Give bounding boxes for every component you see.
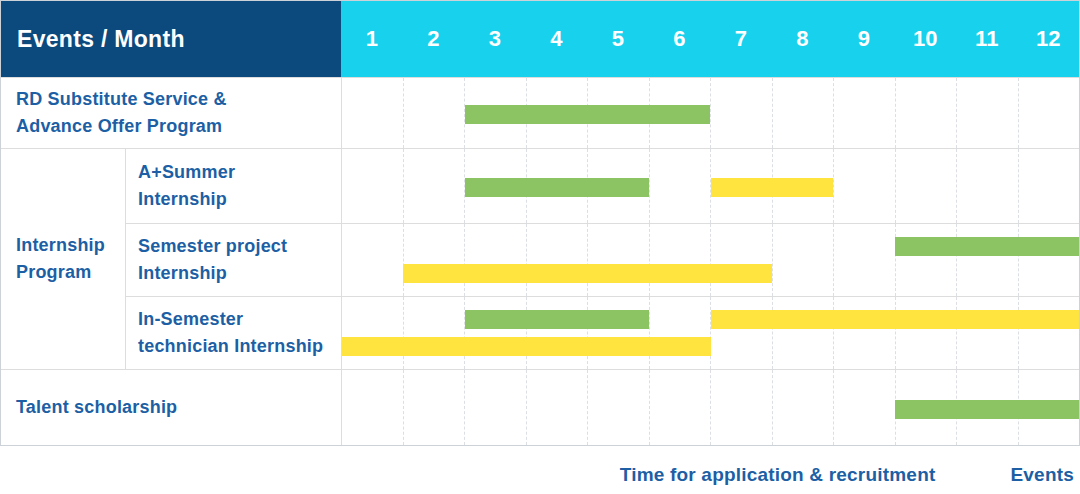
month-header-cell: 11 <box>956 1 1018 77</box>
group-label: Internship Program <box>16 232 105 286</box>
legend-swatch-application-icon <box>583 461 610 488</box>
legend-item-application: Time for application & recruitment <box>583 461 936 488</box>
gantt-bar-application <box>465 105 711 124</box>
month-gridlines <box>342 297 1079 369</box>
gantt-bar-events <box>711 310 1080 329</box>
month-header-cell: 2 <box>403 1 465 77</box>
events-month-header-label: Events / Month <box>17 26 185 53</box>
gantt-bar-events <box>711 178 834 197</box>
month-gridlines <box>342 224 1079 296</box>
row-label: Semester project Internship <box>138 233 287 287</box>
gantt-bar-events <box>342 337 711 356</box>
month-header-cell: 8 <box>772 1 834 77</box>
row-label-cell: Semester project Internship <box>125 224 341 296</box>
month-header-cell: 6 <box>649 1 711 77</box>
events-month-header: Events / Month <box>1 1 341 77</box>
month-header-cell: 9 <box>833 1 895 77</box>
row-label: In-Semester technician Internship <box>138 306 323 360</box>
month-header-cell: 10 <box>895 1 957 77</box>
row-a-summer-internship: A+Summer Internship <box>125 149 1079 223</box>
gantt-bar-application <box>465 310 649 329</box>
gantt-bar-application <box>895 400 1079 419</box>
gantt-schedule-page: Events / Month 123456789101112 RD Substi… <box>0 0 1080 494</box>
month-header-cell: 5 <box>587 1 649 77</box>
legend-label-events: Events <box>1010 464 1074 486</box>
row-label-cell: A+Summer Internship <box>125 149 341 223</box>
row-label: RD Substitute Service & Advance Offer Pr… <box>16 86 227 140</box>
row-label-cell: In-Semester technician Internship <box>125 297 341 369</box>
legend-swatch-events-icon <box>973 461 1000 488</box>
row-label: Talent scholarship <box>16 394 177 421</box>
row-in-semester-technician-internship: In-Semester technician Internship <box>125 296 1079 369</box>
gantt-bar-events <box>403 264 772 283</box>
gantt-row-chart <box>341 370 1079 445</box>
month-gridlines <box>342 78 1079 148</box>
row-rd-substitute: RD Substitute Service & Advance Offer Pr… <box>1 77 1079 148</box>
legend-label-application: Time for application & recruitment <box>620 464 936 486</box>
gantt-row-chart <box>341 149 1079 223</box>
row-label: A+Summer Internship <box>138 159 235 213</box>
gantt-row-chart <box>341 224 1079 296</box>
gantt-table: Events / Month 123456789101112 RD Substi… <box>0 0 1080 446</box>
month-header-cell: 12 <box>1018 1 1080 77</box>
group-sub-rows: A+Summer Internship Semester project Int… <box>125 149 1079 369</box>
month-header-cell: 7 <box>710 1 772 77</box>
group-label-cell: Internship Program <box>1 149 125 369</box>
table-header-row: Events / Month 123456789101112 <box>1 1 1079 77</box>
month-header-cell: 1 <box>341 1 403 77</box>
gantt-bar-application <box>465 178 649 197</box>
row-talent-scholarship: Talent scholarship <box>1 369 1079 445</box>
gantt-row-chart <box>341 297 1079 369</box>
group-internship-program: Internship Program A+Summer Internship S… <box>1 148 1079 369</box>
legend-item-events: Events <box>973 461 1074 488</box>
month-header-cell: 3 <box>464 1 526 77</box>
row-label-cell: RD Substitute Service & Advance Offer Pr… <box>1 78 341 148</box>
legend: Time for application & recruitment Event… <box>0 461 1080 488</box>
month-header-cell: 4 <box>526 1 588 77</box>
row-label-cell: Talent scholarship <box>1 370 341 445</box>
month-header-row: 123456789101112 <box>341 1 1079 77</box>
row-semester-project-internship: Semester project Internship <box>125 223 1079 296</box>
gantt-row-chart <box>341 78 1079 148</box>
gantt-bar-application <box>895 237 1079 256</box>
